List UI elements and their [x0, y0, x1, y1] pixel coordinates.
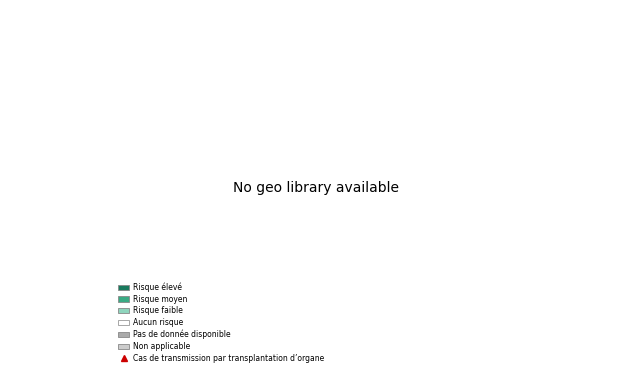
Text: No geo library available: No geo library available	[233, 181, 399, 196]
Legend: Risque élevé, Risque moyen, Risque faible, Aucun risque, Pas de donnée disponibl: Risque élevé, Risque moyen, Risque faibl…	[116, 280, 327, 366]
